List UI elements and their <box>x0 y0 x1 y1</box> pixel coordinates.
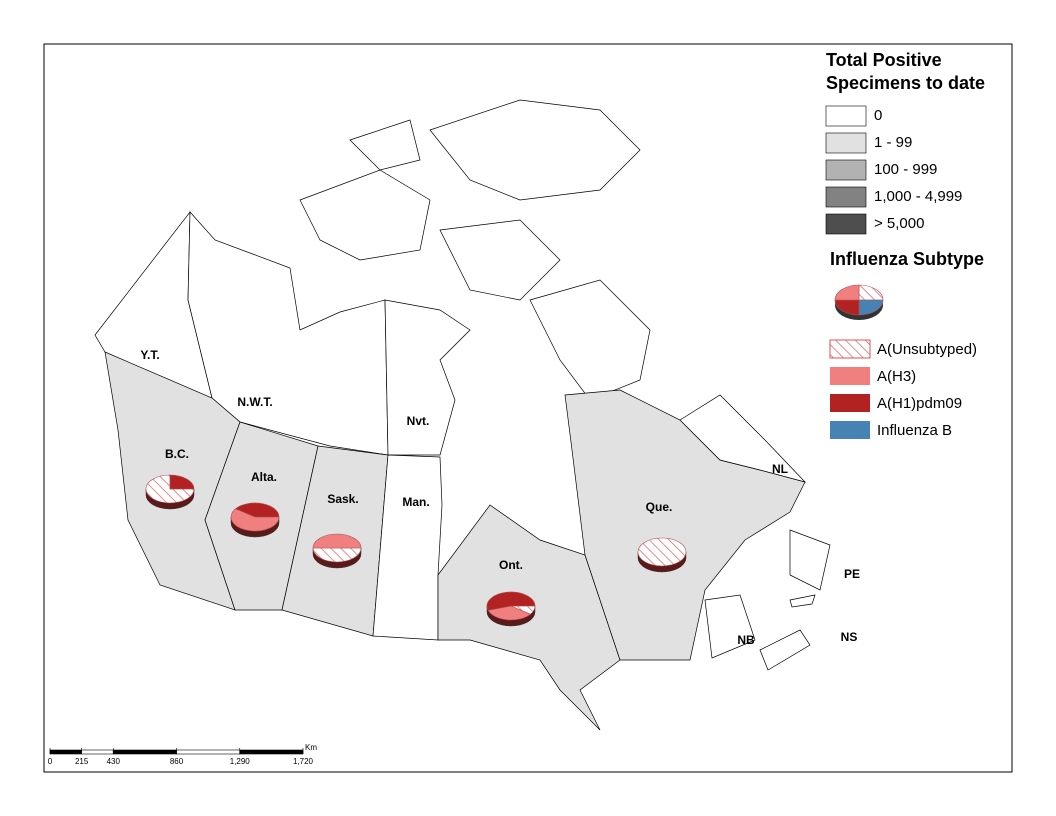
pie-slice <box>486 591 536 611</box>
legend-label: A(Unsubtyped) <box>877 341 977 358</box>
region-label: Ont. <box>499 558 523 572</box>
region-label: PE <box>844 567 860 581</box>
region-label: Que. <box>646 500 673 514</box>
legend-swatch <box>825 132 867 154</box>
scale-label: 215 <box>75 757 89 766</box>
region-shape <box>529 279 651 401</box>
legend-swatch <box>825 186 867 208</box>
scale-label: 860 <box>170 757 184 766</box>
pie-slice <box>487 605 531 621</box>
legend-pie-icon <box>858 299 884 316</box>
region-label: Nvt. <box>407 414 430 428</box>
legend-swatch <box>830 394 870 412</box>
region-shape <box>789 529 831 591</box>
legend-swatch <box>825 213 867 235</box>
region-shape <box>789 594 816 608</box>
pie-slice <box>235 502 280 518</box>
legend-swatch <box>825 105 867 127</box>
legend-title: Specimens to date <box>826 73 985 93</box>
legend-label: 100 - 999 <box>874 161 937 178</box>
legend-label: Influenza B <box>877 422 952 439</box>
pie-slice <box>312 533 362 549</box>
legend-title: Influenza Subtype <box>830 249 984 269</box>
scale-segment <box>49 749 82 755</box>
legend-pie-icon <box>834 284 860 301</box>
region-label: N.W.T. <box>237 395 272 409</box>
legend-label: > 5,000 <box>874 215 924 232</box>
pie-slice <box>230 508 280 532</box>
scale-label: 1,290 <box>230 757 251 766</box>
region-label: NB <box>737 633 755 647</box>
scale-segment <box>176 749 241 755</box>
scale-label: 0 <box>48 757 53 766</box>
legend-swatch <box>825 159 867 181</box>
scale-label: 1,720 <box>293 757 314 766</box>
region-label: Alta. <box>251 470 277 484</box>
pie-slice <box>312 547 362 563</box>
region-shape <box>349 119 421 171</box>
pie-slice <box>169 474 195 490</box>
region-label: Sask. <box>327 492 358 506</box>
region-label: B.C. <box>165 447 189 461</box>
scale-segment <box>81 749 114 755</box>
scale-segment <box>112 749 177 755</box>
legend-swatch <box>830 421 870 439</box>
legend-swatch <box>829 339 871 359</box>
legend-label: 1,000 - 4,999 <box>874 188 962 205</box>
scale-label: 430 <box>107 757 121 766</box>
region-shape <box>429 99 641 201</box>
scale-segment <box>239 749 304 755</box>
region-label: NL <box>772 462 788 476</box>
region-label: NS <box>841 630 858 644</box>
legend-pie-icon <box>834 299 860 316</box>
legend-label: 1 - 99 <box>874 134 912 151</box>
legend-label: A(H1)pdm09 <box>877 395 962 412</box>
pie-slice <box>145 474 195 504</box>
region-shape <box>679 394 807 483</box>
legend-swatch <box>830 367 870 385</box>
scale-unit: Km <box>305 743 317 752</box>
legend-label: 0 <box>874 107 882 124</box>
region-shape <box>439 219 561 301</box>
region-shape <box>759 629 811 671</box>
region-label: Y.T. <box>140 348 159 362</box>
legend-title: Total Positive <box>826 50 942 70</box>
region-shape <box>704 594 756 659</box>
legend-pie-icon <box>858 284 884 301</box>
pie-slice <box>637 537 687 567</box>
legend-label: A(H3) <box>877 368 916 385</box>
region-label: Man. <box>402 495 429 509</box>
